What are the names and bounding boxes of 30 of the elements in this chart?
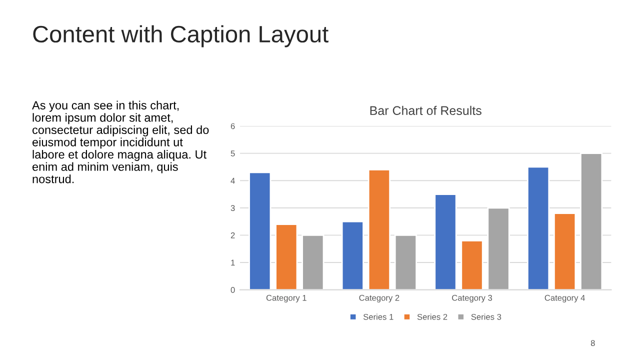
bar <box>487 207 510 290</box>
y-tick-label: 4 <box>230 178 235 184</box>
bar <box>302 234 324 290</box>
text: Content with Caption Layout <box>33 25 328 48</box>
bar <box>526 166 550 290</box>
chart-title: Bar Chart of Results <box>370 106 482 116</box>
y-tick-label: 0 <box>230 287 235 293</box>
legend-label: Series 3 <box>471 314 502 320</box>
bar <box>434 194 457 290</box>
bar <box>460 240 484 290</box>
x-tick-label: Category 1 <box>266 294 306 302</box>
bar <box>394 234 418 290</box>
legend-label: Series 2 <box>417 314 448 320</box>
y-tick-label: 3 <box>230 205 235 211</box>
x-tick-label: Category 4 <box>544 294 585 302</box>
x-tick-label: Category 2 <box>359 294 400 302</box>
bar <box>580 152 603 290</box>
text: As you can see in this chart, lorem ipsum dolor sit amet, consectetur adipiscing elit, sed do eiusmod tempor incididunt ut labore et dolore magna aliqua. Ut enim ad minim veniam, quis nostrud. <box>32 100 209 184</box>
legend-label: Series 1 <box>363 314 394 320</box>
bar <box>341 220 364 290</box>
y-tick-label: 1 <box>231 260 235 266</box>
bar <box>248 172 272 290</box>
y-tick-label: 5 <box>230 150 235 156</box>
bar <box>275 224 298 290</box>
bar <box>554 212 576 290</box>
text: 8 <box>590 340 595 346</box>
x-tick-label: Category 3 <box>452 294 492 302</box>
y-tick-label: 6 <box>230 123 235 130</box>
y-tick-label: 2 <box>230 232 235 238</box>
bar <box>368 168 390 290</box>
